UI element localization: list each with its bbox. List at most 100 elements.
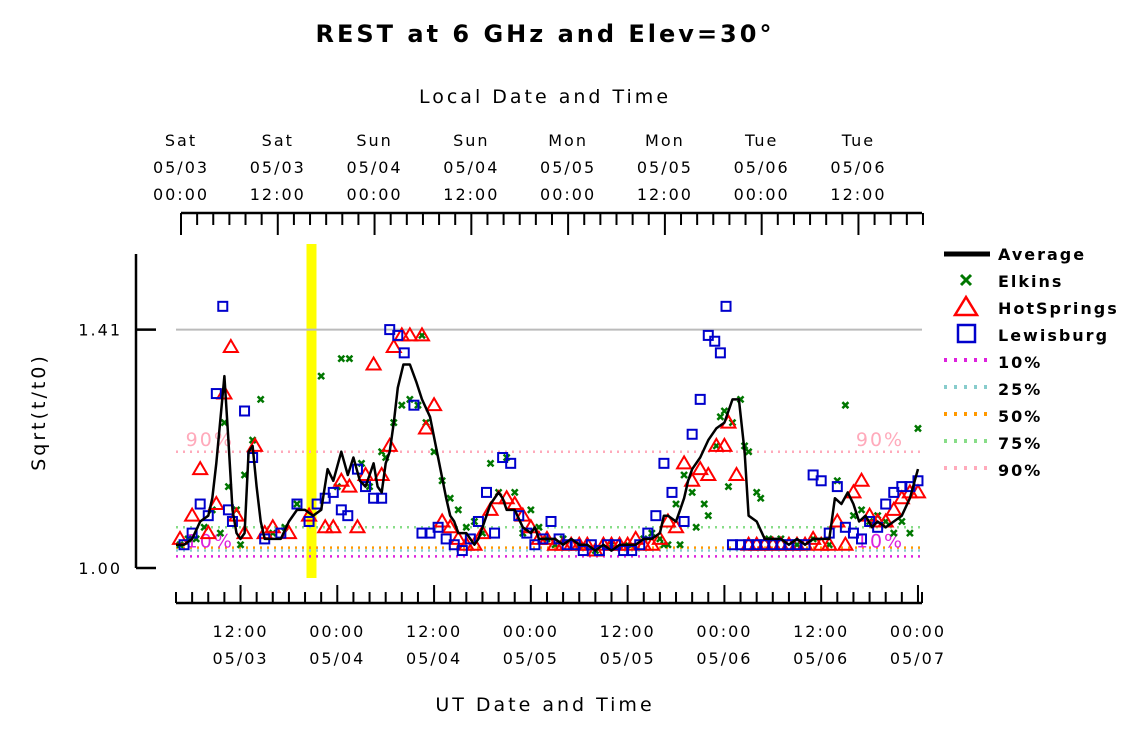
hotsprings-point bbox=[235, 524, 254, 540]
x-top-tick-time: 12:00 bbox=[830, 185, 886, 204]
axes: 1.00 1.41 12:00 05/03 00:00 05/04 12:00 05/04 00… bbox=[78, 131, 946, 668]
elkins-point-stroke bbox=[906, 529, 914, 537]
hotsprings-point bbox=[348, 518, 367, 534]
lewisburg-point bbox=[424, 527, 436, 539]
data-series bbox=[171, 300, 927, 557]
elkins-point-stroke bbox=[672, 500, 680, 508]
elkins-point-stroke bbox=[716, 412, 725, 421]
lewisburg-point bbox=[847, 527, 859, 539]
hotsprings-point bbox=[207, 495, 226, 511]
elkins-point bbox=[720, 407, 729, 415]
elkins-point bbox=[676, 540, 684, 549]
hotsprings-point bbox=[836, 535, 855, 551]
x-bottom-tick-date: 05/07 bbox=[890, 649, 946, 668]
lewisburg-point bbox=[448, 539, 460, 551]
lewisburg-point bbox=[408, 399, 420, 411]
y-tick-label: 1.41 bbox=[78, 321, 122, 340]
hotsprings-point bbox=[417, 419, 435, 435]
x-bottom-tick-date: 05/05 bbox=[503, 649, 559, 668]
percentile-label: 90% bbox=[856, 429, 904, 451]
elkins-point bbox=[454, 505, 463, 514]
lewisburg-point bbox=[799, 539, 811, 551]
lewisburg-point bbox=[210, 388, 222, 400]
lewisburg-point bbox=[480, 486, 492, 498]
x-top-tick-date: 05/05 bbox=[637, 158, 693, 177]
elkins-point bbox=[744, 447, 753, 456]
elkins-point-stroke bbox=[688, 488, 697, 497]
elkins-point bbox=[692, 523, 701, 532]
lewisburg-point bbox=[217, 300, 229, 312]
lewisburg-point bbox=[545, 515, 557, 527]
x-axis-label: UT Date and Time bbox=[435, 694, 654, 716]
elkins-point-stroke bbox=[752, 488, 761, 497]
hotsprings-point bbox=[715, 436, 734, 452]
lewisburg-point bbox=[464, 533, 476, 545]
legend-swatch-elkins bbox=[959, 273, 973, 287]
elkins-point bbox=[526, 505, 535, 514]
elkins-point-stroke bbox=[256, 395, 265, 404]
hotsprings-point bbox=[413, 326, 431, 342]
hotsprings-point bbox=[364, 355, 383, 371]
lewisburg-point bbox=[888, 486, 900, 498]
x-top-tick-date: 05/06 bbox=[830, 158, 886, 177]
x-top-tick-day: Sat bbox=[165, 131, 197, 150]
elkins-point-stroke bbox=[510, 488, 519, 497]
elkins-point-stroke bbox=[676, 540, 684, 549]
elkins-point bbox=[397, 401, 406, 410]
legend-swatch-stroke bbox=[959, 273, 973, 287]
elkins-point-stroke bbox=[756, 494, 765, 503]
lewisburg-point bbox=[702, 329, 714, 341]
lewisburg-point bbox=[709, 335, 721, 347]
lewisburg-point bbox=[303, 515, 315, 527]
lewisburg-point bbox=[839, 521, 851, 533]
legend-label: Elkins bbox=[998, 272, 1063, 291]
hotsprings-point bbox=[246, 436, 264, 452]
elkins-point bbox=[293, 500, 301, 508]
hotsprings-point bbox=[401, 326, 419, 342]
elkins-point-stroke bbox=[700, 500, 709, 508]
lewisburg-point bbox=[694, 393, 706, 405]
elkins-point-stroke bbox=[841, 401, 850, 410]
x-top-tick-day: Mon bbox=[548, 131, 588, 150]
hotsprings-point bbox=[340, 477, 359, 493]
legend: Average Elkins HotSprings Lewisburg 10% 25% 50… bbox=[944, 245, 1117, 480]
hotsprings-point bbox=[264, 518, 282, 534]
hotsprings-point bbox=[385, 338, 403, 354]
hotsprings-point bbox=[675, 454, 693, 470]
x-top-tick-day: Tue bbox=[841, 131, 875, 150]
hotsprings-point bbox=[473, 524, 492, 540]
x-bottom-tick-date: 05/04 bbox=[309, 649, 365, 668]
hotsprings-point bbox=[844, 483, 863, 499]
elkins-point bbox=[680, 471, 688, 479]
lewisburg-point bbox=[456, 545, 468, 557]
x-top-tick-date: 05/03 bbox=[250, 158, 306, 177]
lewisburg-point bbox=[815, 475, 827, 487]
lewisburg-point bbox=[319, 492, 331, 504]
y-tick-label: 1.00 bbox=[78, 559, 122, 578]
elkins-point bbox=[897, 517, 906, 526]
x-top-tick-time: 12:00 bbox=[637, 185, 693, 204]
elkins-point-stroke bbox=[236, 540, 245, 549]
hotsprings-point bbox=[651, 529, 669, 545]
x-bottom-tick-time: 00:00 bbox=[890, 622, 946, 641]
elkins-point bbox=[216, 529, 225, 537]
lewisburg-point bbox=[440, 533, 452, 545]
lewisburg-point bbox=[398, 347, 410, 359]
elkins-point-stroke bbox=[680, 471, 688, 479]
hotsprings-point bbox=[191, 460, 209, 476]
elkins-point bbox=[510, 488, 519, 497]
elkins-point bbox=[688, 488, 697, 497]
x-top-tick-date: 05/03 bbox=[153, 158, 209, 177]
series-average bbox=[176, 363, 920, 552]
elkins-point-stroke bbox=[526, 505, 535, 514]
x-bottom-tick-date: 05/06 bbox=[696, 649, 752, 668]
legend-swatch-hotsprings bbox=[952, 294, 980, 317]
elkins-point-stroke bbox=[216, 529, 225, 537]
legend-label: 90% bbox=[998, 461, 1042, 480]
elkins-point-stroke bbox=[200, 523, 209, 532]
lewisburg-point bbox=[864, 515, 876, 527]
hotsprings-point bbox=[699, 465, 718, 481]
elkins-point bbox=[857, 505, 866, 514]
x-bottom-tick-time: 00:00 bbox=[309, 622, 365, 641]
